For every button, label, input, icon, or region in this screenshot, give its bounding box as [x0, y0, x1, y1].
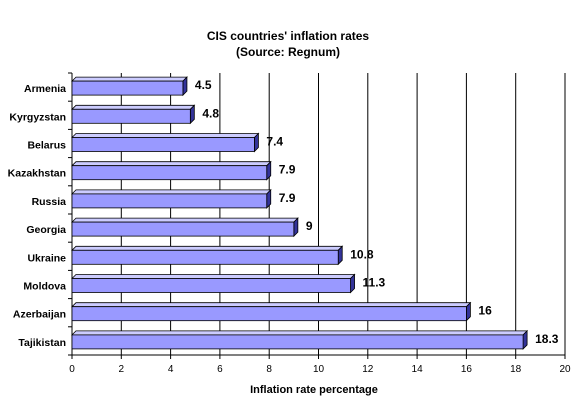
chart-subtitle: (Source: Regnum) [236, 45, 340, 59]
bar-top [71, 245, 344, 251]
category-label: Russia [32, 196, 67, 208]
bar [71, 76, 188, 97]
bar-top [71, 217, 299, 223]
x-tick-label: 16 [461, 364, 473, 375]
category-label: Moldova [23, 281, 66, 293]
category-label: Azerbaijan [13, 309, 66, 321]
x-tick-label: 18 [510, 364, 522, 375]
bar [71, 245, 344, 266]
bar [71, 132, 260, 153]
x-tick-label: 2 [119, 364, 125, 375]
category-label: Belarus [27, 140, 66, 152]
bar-front [71, 249, 339, 265]
bar [71, 329, 529, 350]
bar-top [71, 274, 356, 279]
bar [71, 273, 356, 294]
value-label: 16 [478, 304, 492, 318]
bars [71, 76, 529, 350]
value-label: 4.8 [202, 106, 219, 120]
category-label: Kyrgyzstan [9, 111, 66, 123]
labels: 0 2 4 6 8 10 12 14 16 18 20 Armenia 4.5 Kyrgyzstan 4.8… [8, 78, 571, 375]
x-tick-label: 14 [412, 364, 424, 375]
bar [71, 188, 272, 209]
bar [71, 301, 472, 322]
x-tick-label: 4 [168, 364, 174, 375]
x-tick-label: 20 [559, 364, 571, 375]
x-tick-label: 8 [266, 364, 272, 375]
bar-front [71, 193, 268, 209]
bar-top [71, 133, 260, 138]
bar-front [71, 221, 295, 237]
category-label: Georgia [26, 224, 66, 236]
bar [71, 217, 299, 238]
bar-front [71, 80, 184, 96]
bar-front [71, 108, 191, 124]
value-label: 7.9 [279, 191, 296, 205]
x-tick-label: 6 [217, 364, 223, 375]
category-label: Armenia [24, 83, 66, 95]
value-label: 7.9 [279, 163, 296, 177]
bar-top [71, 161, 272, 167]
value-label: 18.3 [535, 332, 559, 346]
bar-top [71, 330, 529, 336]
value-label: 10.8 [350, 247, 374, 261]
x-tick-label: 12 [362, 364, 374, 375]
value-label: 7.4 [266, 135, 283, 149]
category-label: Ukraine [27, 252, 66, 264]
x-tick-label: 0 [69, 364, 75, 375]
bar-front [71, 334, 524, 350]
chart-title: CIS countries' inflation rates [207, 29, 370, 43]
value-label: 9 [306, 219, 313, 233]
value-label: 11.3 [363, 276, 386, 290]
bar [71, 160, 272, 181]
bar-front [71, 306, 467, 322]
bar-front [71, 165, 268, 181]
x-axis-label: Inflation rate percentage [250, 384, 378, 396]
bar-front [71, 278, 351, 293]
category-label: Tajikistan [18, 337, 66, 349]
bar-front [71, 137, 255, 152]
bar-top [71, 76, 188, 82]
bar-top [71, 302, 472, 308]
bar [71, 104, 196, 125]
bar-top [71, 189, 272, 195]
value-label: 4.5 [195, 78, 212, 92]
bar-top [71, 104, 196, 110]
x-tick-label: 10 [313, 364, 325, 375]
category-label: Kazakhstan [8, 168, 66, 180]
